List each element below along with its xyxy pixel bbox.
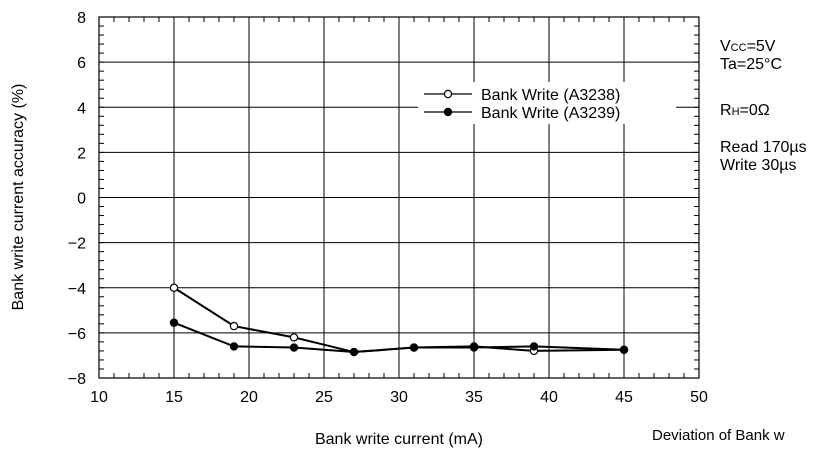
x-tick-label: 10 xyxy=(90,389,108,406)
filled-point xyxy=(409,343,419,352)
y-tick-label: 2 xyxy=(77,145,86,162)
filled-point xyxy=(229,342,239,351)
y-tick-label: −8 xyxy=(68,371,86,388)
grid-lines xyxy=(99,17,699,378)
y-tick-label: 0 xyxy=(77,191,86,208)
filled-point xyxy=(529,342,539,351)
vcc-symbol: V xyxy=(720,38,731,55)
filled-point xyxy=(349,347,359,357)
filled-point xyxy=(289,343,299,352)
rh-symbol: R xyxy=(720,102,732,119)
plot-frame xyxy=(98,16,700,379)
y-tick-label: 6 xyxy=(77,55,86,72)
open-point xyxy=(229,321,239,331)
rh-value: =0Ω xyxy=(739,102,770,119)
legend: Bank Write (A3238)Bank Write (A3239) xyxy=(418,82,676,124)
open-point xyxy=(169,283,179,292)
legend-marker-1 xyxy=(443,89,453,99)
series-layer xyxy=(169,283,629,357)
filled-point xyxy=(469,343,479,352)
condition-rh: RH=0Ω xyxy=(720,102,770,121)
condition-write: Write 30µs xyxy=(720,157,797,174)
y-tick-label: −6 xyxy=(68,326,86,343)
x-tick-label: 30 xyxy=(390,389,408,406)
x-tick-label: 35 xyxy=(465,389,483,406)
vcc-subscript: CC xyxy=(730,42,747,54)
legend-marker-2 xyxy=(443,107,453,117)
x-axis-label: Bank write current (mA) xyxy=(315,431,483,448)
x-tick-label: 50 xyxy=(690,389,708,406)
legend-label-1: Bank Write (A3238) xyxy=(481,87,620,104)
condition-vcc: VCC=5V xyxy=(720,38,775,57)
series-line-2 xyxy=(173,321,625,354)
rh-subscript: H xyxy=(731,106,740,118)
y-tick-label: 8 xyxy=(77,10,86,27)
x-tick-labels: 10 15 20 25 30 35 40 45 50 xyxy=(90,389,708,406)
x-tick-label: 15 xyxy=(165,389,183,406)
y-tick-label: 4 xyxy=(77,100,86,117)
open-point xyxy=(289,333,299,342)
x-tick-label: 45 xyxy=(615,389,633,406)
x-tick-label: 20 xyxy=(240,389,258,406)
condition-ta: Ta=25°C xyxy=(720,56,782,73)
y-tick-labels: 8 6 4 2 0 −2 −4 −6 −8 xyxy=(68,10,86,388)
x-tick-label: 40 xyxy=(540,389,558,406)
y-tick-label: −4 xyxy=(68,281,86,298)
filled-point xyxy=(169,318,179,327)
legend-box xyxy=(418,82,676,124)
condition-read: Read 170µs xyxy=(720,139,807,156)
y-tick-label: −2 xyxy=(68,236,86,253)
vcc-value: =5V xyxy=(746,38,776,55)
x-tick-label: 25 xyxy=(315,389,333,406)
y-axis-label: Bank write current accuracy (%) xyxy=(10,84,27,311)
legend-label-2: Bank Write (A3239) xyxy=(481,105,620,122)
figure-caption: Deviation of Bank w xyxy=(652,427,785,444)
filled-point xyxy=(619,345,629,354)
